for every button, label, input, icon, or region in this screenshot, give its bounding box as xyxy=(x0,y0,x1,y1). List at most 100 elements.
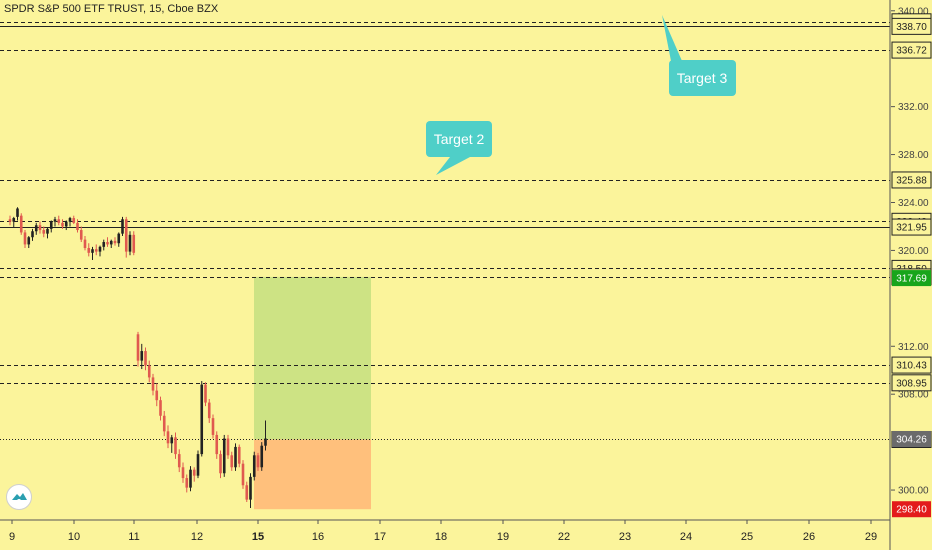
price-badge-last: 317.69 xyxy=(892,270,931,287)
candle-body xyxy=(222,438,226,474)
candle-body xyxy=(113,240,117,244)
candle-body xyxy=(230,455,234,468)
candle xyxy=(204,382,207,407)
candle-body xyxy=(245,485,249,500)
time-tick-label: 24 xyxy=(680,531,692,543)
time-tick-label: 10 xyxy=(68,531,80,543)
candle xyxy=(31,228,34,241)
candle xyxy=(106,237,109,247)
candle xyxy=(87,243,91,257)
candle-body xyxy=(46,228,49,234)
level-label: 321.95 xyxy=(891,218,932,236)
candle-body xyxy=(170,437,174,444)
price-badge-box xyxy=(892,431,931,448)
candle xyxy=(117,232,121,247)
candle xyxy=(256,452,260,471)
time-tick-label: 18 xyxy=(435,531,447,543)
time-tick-label: 23 xyxy=(619,531,631,543)
candle xyxy=(226,434,230,459)
candle-body xyxy=(27,237,31,245)
candle xyxy=(68,216,72,227)
candle-body xyxy=(249,476,252,500)
level-label-box xyxy=(891,356,932,374)
candle xyxy=(8,215,12,226)
price-axis-labels: 340.00 332.00 328.00 324.00 320.00 312.00 308.… xyxy=(891,6,932,518)
candle xyxy=(136,331,140,367)
candle xyxy=(264,420,267,451)
candle-body xyxy=(83,239,87,249)
callouts[interactable]: Target 2 Target 3 xyxy=(426,15,736,175)
candle xyxy=(132,231,136,256)
candle-body xyxy=(102,242,106,247)
callout-target-2[interactable]: Target 2 xyxy=(426,121,492,175)
candle-body xyxy=(53,219,57,222)
candle-body xyxy=(200,384,204,455)
candle-body xyxy=(192,469,196,476)
candle-body xyxy=(174,437,177,455)
candle-body xyxy=(12,218,16,222)
candle xyxy=(147,360,151,383)
candle-body xyxy=(76,222,79,231)
candle-body xyxy=(159,400,162,416)
candle-body xyxy=(128,234,132,252)
callout-pointer xyxy=(662,15,682,61)
candle-body xyxy=(19,215,23,233)
candle xyxy=(189,466,192,492)
candle-body xyxy=(98,246,102,252)
candle xyxy=(76,219,79,233)
price-tick-label: 324.00 xyxy=(898,198,929,209)
candle-body xyxy=(34,225,38,232)
candle xyxy=(102,239,106,251)
tradingview-logo-icon[interactable] xyxy=(6,484,32,510)
candle xyxy=(260,442,264,471)
candle xyxy=(12,216,16,228)
candle-body xyxy=(38,225,42,231)
candle-body xyxy=(166,431,170,444)
candle-body xyxy=(91,249,94,253)
callout-target-3[interactable]: Target 3 xyxy=(662,15,736,96)
level-label-box xyxy=(891,41,932,59)
candle xyxy=(162,410,166,437)
candle-body xyxy=(215,434,219,455)
candle-body xyxy=(219,454,222,474)
candle-body xyxy=(64,221,68,227)
candle-body xyxy=(94,249,98,252)
candle-body xyxy=(237,446,241,464)
candle xyxy=(144,347,147,371)
candle xyxy=(98,245,102,257)
candle xyxy=(61,219,64,229)
candle-body xyxy=(124,219,128,252)
candle xyxy=(91,246,94,260)
candle xyxy=(170,434,174,453)
time-tick-label: 22 xyxy=(558,531,570,543)
price-tick-label: 312.00 xyxy=(898,342,929,353)
position-zones[interactable] xyxy=(254,276,371,510)
candle xyxy=(219,450,222,479)
time-tick-label: 12 xyxy=(191,531,203,543)
level-label-text: 325.88 xyxy=(896,175,927,186)
candle-body xyxy=(226,438,230,456)
time-tick-label: 17 xyxy=(374,531,386,543)
candle-body xyxy=(234,446,237,468)
candle xyxy=(230,451,234,471)
candle-body xyxy=(177,454,181,468)
candle xyxy=(234,443,237,471)
price-tick-label: 332.00 xyxy=(898,102,929,113)
candle xyxy=(113,237,117,246)
candle xyxy=(222,434,226,477)
candle xyxy=(49,220,53,233)
candle-body xyxy=(140,351,144,361)
candle xyxy=(42,226,46,238)
target-zone[interactable] xyxy=(254,276,371,440)
candle-body xyxy=(72,218,76,223)
candle-body xyxy=(8,219,12,222)
price-tick-label: 320.00 xyxy=(898,246,929,257)
candle-body xyxy=(68,218,72,222)
candle xyxy=(53,216,57,227)
candle xyxy=(72,215,76,225)
candle xyxy=(159,396,162,421)
candle xyxy=(38,221,42,234)
candle xyxy=(252,451,256,481)
stop-zone[interactable] xyxy=(254,439,371,510)
